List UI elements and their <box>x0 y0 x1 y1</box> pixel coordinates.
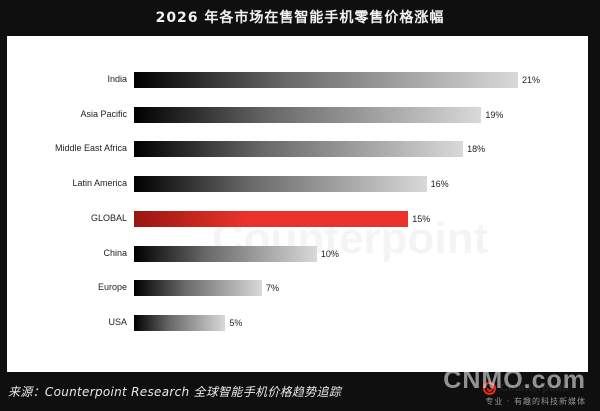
bar <box>134 106 482 123</box>
category-label: Asia Pacific <box>80 108 127 119</box>
bar <box>134 314 226 331</box>
value-label: 5% <box>229 317 243 328</box>
counterpoint-logo-icon <box>483 381 496 395</box>
bar <box>134 245 317 262</box>
brand-tagline: 专业 · 有趣的科技新媒体 <box>485 397 586 406</box>
cnmo-brand: CNMO.com 专业 · 有趣的科技新媒体 <box>443 366 600 411</box>
value-label: 7% <box>266 283 280 294</box>
category-label: China <box>103 247 127 258</box>
value-label: 21% <box>522 75 541 85</box>
category-label: Latin America <box>72 178 127 189</box>
counterpoint-logo: Counterpoint <box>483 379 569 397</box>
category-label: GLOBAL <box>90 212 127 223</box>
value-label: 18% <box>467 144 486 155</box>
value-label: 19% <box>485 109 504 120</box>
bar <box>134 141 464 158</box>
category-label: Middle East Africa <box>54 143 127 154</box>
bar <box>134 280 262 297</box>
value-label: 15% <box>412 213 431 224</box>
bar <box>134 72 518 88</box>
category-label: Europe <box>97 282 127 293</box>
source-note: 来源：Counterpoint Research 全球智能手机价格趋势追踪 <box>8 385 342 399</box>
value-label: 10% <box>320 248 339 259</box>
category-label: India <box>107 74 127 84</box>
chart-title: 2026 年各市场在售智能手机零售价格涨幅 <box>155 10 445 26</box>
value-label: 16% <box>430 179 449 190</box>
logo-text: Counterpoint <box>500 382 570 394</box>
brand-name: CNMO.com <box>443 366 586 394</box>
category-label: USA <box>108 316 127 327</box>
bar-highlight <box>134 210 409 227</box>
bar <box>134 176 427 193</box>
